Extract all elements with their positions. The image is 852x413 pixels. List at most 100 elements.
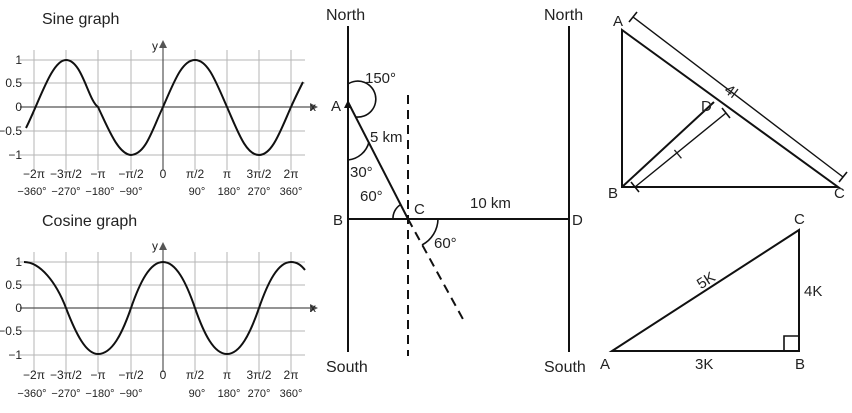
- sine-deg-tick: 180°: [218, 186, 241, 198]
- vertical-side-label: 4K: [804, 283, 822, 300]
- arc-60-left: [392, 204, 401, 220]
- triangle-abc-outline: [621, 28, 842, 188]
- sine-deg-tick: 270°: [248, 186, 271, 198]
- cosine-y-tick: 0.5: [5, 278, 22, 292]
- sine-deg-tick: −90°: [119, 186, 142, 198]
- sine-x-tick: 3π/2: [247, 167, 272, 181]
- sine-x-ticks: −2π −3π/2 −π −π/2 0 π/2 π 3π/2 2π: [23, 167, 298, 181]
- angle-30-label: 30°: [350, 164, 373, 181]
- sine-curve: [25, 58, 304, 157]
- sine-deg-tick: −180°: [85, 186, 114, 198]
- line-c-extension-dashed: [407, 218, 465, 322]
- sine-deg-tick: −270°: [51, 186, 80, 198]
- distance-5km-label: 5 km: [370, 129, 403, 146]
- arc-150: [347, 80, 377, 118]
- cosine-x-tick: 3π/2: [247, 368, 272, 382]
- cosine-deg-tick: 180°: [218, 388, 241, 400]
- sine-x-axis-label: x: [310, 100, 316, 114]
- cosine-graph-title: Cosine graph: [42, 213, 137, 230]
- altitude-bd: [621, 101, 715, 188]
- dimension-line-bd: [634, 112, 727, 188]
- vertex-b-bottom: B: [795, 356, 805, 373]
- cosine-y-tick: 1: [15, 255, 22, 269]
- dimension-tick-d: [721, 107, 731, 119]
- angle-60-right-label: 60°: [434, 235, 457, 252]
- cosine-x-tick: −π/2: [118, 368, 144, 382]
- cosine-y-arrow: [159, 242, 167, 250]
- right-triangle-outline: [608, 228, 800, 352]
- cosine-y-ticks: 1 0.5 0 −0.5 −1: [0, 255, 22, 362]
- sine-y-tick: 1: [15, 53, 22, 67]
- hypotenuse-label: 5K: [694, 269, 719, 293]
- sine-y-tick: −0.5: [0, 124, 22, 138]
- sine-deg-tick: 90°: [189, 186, 206, 198]
- vertex-b-top: B: [608, 185, 618, 202]
- cosine-graph: Cosine graph y x 1 0.5 0 −0.5 −1: [0, 213, 318, 400]
- dimension-tick-a: [628, 11, 638, 23]
- sine-x-tick: −π: [90, 167, 105, 181]
- cosine-x-tick: 0: [160, 368, 167, 382]
- cosine-deg-tick: 90°: [189, 388, 206, 400]
- vertex-c-top: C: [834, 185, 845, 202]
- dimension-tick-b: [630, 181, 640, 193]
- cosine-y-tick: 0: [15, 301, 22, 315]
- point-c-label: C: [414, 201, 425, 218]
- sine-y-tick: 0: [15, 100, 22, 114]
- cosine-x-axis-label: x: [310, 301, 316, 315]
- angle-150-label: 150°: [365, 70, 396, 87]
- cosine-deg-tick: −180°: [85, 388, 114, 400]
- cosine-x-tick: −3π/2: [50, 368, 82, 382]
- sine-graph: Sine graph y x 1 0.5 0 −0.5 −1: [0, 11, 318, 198]
- sine-x-tick: 0: [160, 167, 167, 181]
- vertex-c-bottom: C: [794, 211, 805, 228]
- sine-x-tick: π/2: [186, 167, 205, 181]
- point-a-label: A: [331, 98, 341, 115]
- cosine-x-tick: −π: [90, 368, 105, 382]
- cosine-degree-ticks: −360° −270° −180° −90° 90° 180° 270° 360…: [17, 388, 302, 400]
- sine-y-ticks: 1 0.5 0 −0.5 −1: [0, 53, 22, 162]
- south-label-right: South: [544, 359, 586, 376]
- length-ac-label: 4l: [721, 81, 741, 102]
- bearing-diagram: North South North South A B C D 150° 5 k…: [326, 7, 586, 376]
- right-angle-marker: [783, 335, 799, 351]
- vertex-a-bottom: A: [600, 356, 610, 373]
- base-side-label: 3K: [695, 356, 713, 373]
- vertex-d-top: D: [701, 98, 712, 115]
- distance-10km-label: 10 km: [470, 195, 511, 212]
- sine-y-axis-label: y: [152, 39, 158, 53]
- arc-30: [347, 141, 370, 161]
- dimension-tick-c: [838, 171, 848, 183]
- sine-deg-tick: −360°: [17, 186, 46, 198]
- sine-x-tick: −π/2: [118, 167, 144, 181]
- angle-60-left-label: 60°: [360, 188, 383, 205]
- cosine-x-tick: −2π: [23, 368, 45, 382]
- cosine-deg-tick: −270°: [51, 388, 80, 400]
- cosine-x-ticks: −2π −3π/2 −π −π/2 0 π/2 π 3π/2 2π: [23, 368, 298, 382]
- sine-y-tick: −1: [8, 148, 22, 162]
- cosine-x-tick: π: [223, 368, 231, 382]
- cosine-x-tick: 2π: [284, 368, 299, 382]
- sine-degree-ticks: −360° −270° −180° −90° 90° 180° 270° 360…: [17, 186, 302, 198]
- cosine-deg-tick: −360°: [17, 388, 46, 400]
- sine-x-arrow: [310, 103, 318, 111]
- cosine-deg-tick: −90°: [119, 388, 142, 400]
- sine-y-tick: 0.5: [5, 76, 22, 90]
- sine-deg-tick: 360°: [280, 186, 303, 198]
- sine-x-tick: −2π: [23, 167, 45, 181]
- point-d-label: D: [572, 212, 583, 229]
- sine-graph-title: Sine graph: [42, 11, 119, 28]
- point-b-label: B: [333, 212, 343, 229]
- cosine-deg-tick: 360°: [280, 388, 303, 400]
- sine-x-tick: π: [223, 167, 231, 181]
- north-label-right: North: [544, 7, 583, 24]
- sine-y-arrow: [159, 40, 167, 48]
- cosine-y-axis-label: y: [152, 239, 158, 253]
- cosine-x-tick: π/2: [186, 368, 205, 382]
- south-label-left: South: [326, 359, 368, 376]
- sine-x-tick: 2π: [284, 167, 299, 181]
- cosine-y-tick: −0.5: [0, 324, 22, 338]
- cosine-y-tick: −1: [8, 348, 22, 362]
- triangle-abc-top: A B C D 4l l: [608, 11, 848, 202]
- north-arrow-a: [344, 100, 352, 108]
- triangle-abc-bottom: A B C 5K 4K 3K: [600, 211, 822, 373]
